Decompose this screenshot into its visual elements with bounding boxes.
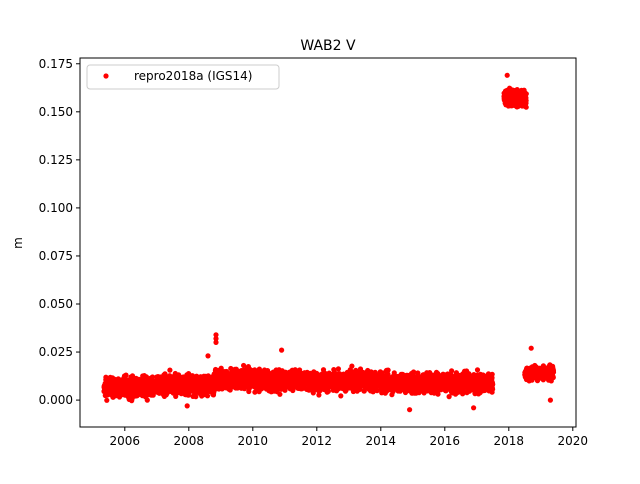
data-point <box>528 345 534 351</box>
legend-box <box>86 64 280 90</box>
data-point <box>316 392 322 398</box>
y-tick-label: 0.100 <box>39 201 73 215</box>
legend-label: repro2018a (IGS14) <box>134 69 252 83</box>
data-point <box>149 374 156 380</box>
y-tick-label: 0.000 <box>39 393 73 407</box>
data-points <box>101 72 557 413</box>
data-point <box>547 397 554 403</box>
data-point <box>411 369 417 375</box>
plot-frame <box>79 57 577 428</box>
x-tick-label: 2018 <box>494 434 525 448</box>
data-point <box>446 394 452 400</box>
y-tick-label: 0.125 <box>39 153 73 167</box>
data-point <box>385 367 391 373</box>
legend: repro2018a (IGS14) <box>86 64 280 90</box>
x-tick-label: 2014 <box>366 434 397 448</box>
y-tick-label: 0.025 <box>39 345 73 359</box>
data-point <box>523 104 529 110</box>
data-point <box>550 374 556 381</box>
chart-title: WAB2 V <box>300 38 356 54</box>
data-point <box>123 372 129 378</box>
data-point <box>490 381 496 387</box>
data-point <box>374 388 380 394</box>
x-tick-label: 2008 <box>174 434 205 448</box>
y-tick-label: 0.150 <box>39 105 73 119</box>
data-point <box>523 91 529 97</box>
legend-marker <box>103 73 109 79</box>
data-point <box>523 98 529 104</box>
data-point <box>204 393 211 399</box>
data-point <box>490 386 496 392</box>
data-point <box>167 367 173 373</box>
data-point <box>150 392 156 398</box>
data-point <box>173 393 179 399</box>
data-point <box>213 336 219 342</box>
data-point <box>550 369 557 375</box>
y-tick-label: 0.175 <box>39 57 73 71</box>
data-point <box>471 405 477 411</box>
y-tick-label: 0.050 <box>39 297 73 311</box>
x-tick-label: 2006 <box>110 434 141 448</box>
data-point <box>193 394 199 400</box>
data-point <box>361 388 367 394</box>
data-point <box>415 370 421 376</box>
data-point <box>449 368 455 374</box>
data-point <box>504 72 510 78</box>
data-point <box>474 367 481 373</box>
data-point <box>205 353 211 359</box>
y-axis: 0.000 0.025 0.050 0.075 0.100 0.125 0.150 0.175 <box>39 57 80 407</box>
data-point <box>338 393 344 399</box>
data-point <box>349 363 355 369</box>
data-point <box>241 362 247 369</box>
data-point <box>213 332 219 338</box>
data-point <box>407 407 413 413</box>
x-tick-label: 2020 <box>558 434 589 448</box>
data-point <box>385 371 391 377</box>
x-tick-label: 2010 <box>238 434 269 448</box>
data-point <box>489 371 495 377</box>
data-point <box>279 347 285 353</box>
data-point <box>277 391 283 397</box>
x-tick-label: 2012 <box>302 434 333 448</box>
x-tick-label: 2016 <box>430 434 461 448</box>
data-point <box>184 403 190 409</box>
data-point <box>529 377 535 383</box>
data-point <box>335 366 341 372</box>
y-tick-label: 0.075 <box>39 249 73 263</box>
data-point <box>325 388 331 394</box>
data-point <box>213 339 219 345</box>
data-point <box>144 397 150 403</box>
data-point <box>104 397 110 403</box>
y-axis-label: m <box>11 237 25 249</box>
x-axis: 2006 2008 2010 2012 2014 2016 2018 2020 <box>110 427 589 448</box>
